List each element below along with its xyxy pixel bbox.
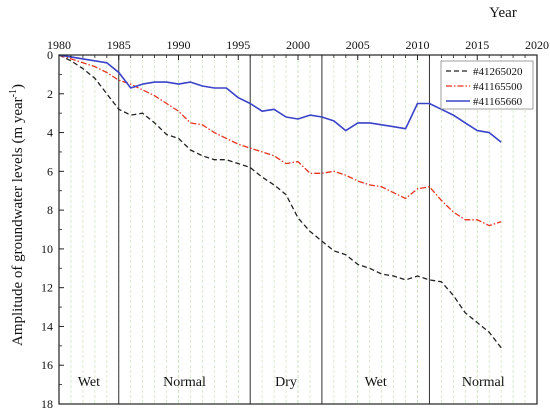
x-tick-label: 2015	[465, 38, 489, 52]
x-tick-label: 2000	[286, 38, 310, 52]
y-tick-label: 18	[41, 397, 53, 411]
x-tick-label: 1985	[107, 38, 131, 52]
period-labels: Wet Normal Dry Wet Normal	[78, 375, 505, 390]
y-tick-label: 10	[41, 242, 53, 256]
y-tick-label: 6	[47, 164, 53, 178]
y-tick-label: 12	[41, 281, 53, 295]
series-line	[58, 54, 502, 143]
x-axis-title: Year	[489, 5, 517, 21]
period-label: Dry	[275, 375, 297, 390]
axis-ticks	[58, 54, 538, 405]
y-tick-label: 0	[47, 48, 53, 62]
x-tick-label: 2005	[346, 38, 370, 52]
period-label: Wet	[78, 375, 100, 390]
y-tick-label: 16	[41, 358, 53, 372]
x-tick-label: 1980	[47, 38, 71, 52]
y-tick-label: 14	[41, 319, 53, 333]
x-tick-label: 2020	[525, 38, 549, 52]
series-line	[58, 54, 502, 227]
y-axis-title: Amplitude of groundwater levels (m year-…	[8, 84, 26, 346]
period-label: Normal	[462, 375, 505, 390]
tick-labels: 1980 1985 1990 1995 2000 2005 2010 2015 2020 0 2 4 6…	[41, 38, 549, 411]
minor-grid	[70, 55, 526, 404]
y-axis-title-close: )	[10, 84, 26, 89]
x-tick-label: 1995	[226, 38, 250, 52]
y-tick-label: 8	[47, 203, 53, 217]
y-axis-title-superscript: -1	[8, 89, 19, 97]
x-tick-label: 2010	[406, 38, 430, 52]
series-layer	[58, 54, 502, 349]
period-dividers	[118, 55, 430, 404]
y-tick-label: 2	[47, 87, 53, 101]
series-line	[58, 54, 502, 349]
period-label: Normal	[163, 375, 206, 390]
legend-label: #41165500	[473, 81, 523, 93]
y-axis-title-main: Amplitude of groundwater levels (m year	[10, 97, 26, 346]
period-label: Wet	[365, 375, 387, 390]
y-tick-label: 4	[47, 126, 53, 140]
x-tick-label: 1990	[167, 38, 191, 52]
legend: #41265020 #41165500 #41165660	[440, 60, 534, 110]
legend-label: #41265020	[473, 66, 523, 78]
legend-label: #41165660	[473, 96, 523, 108]
